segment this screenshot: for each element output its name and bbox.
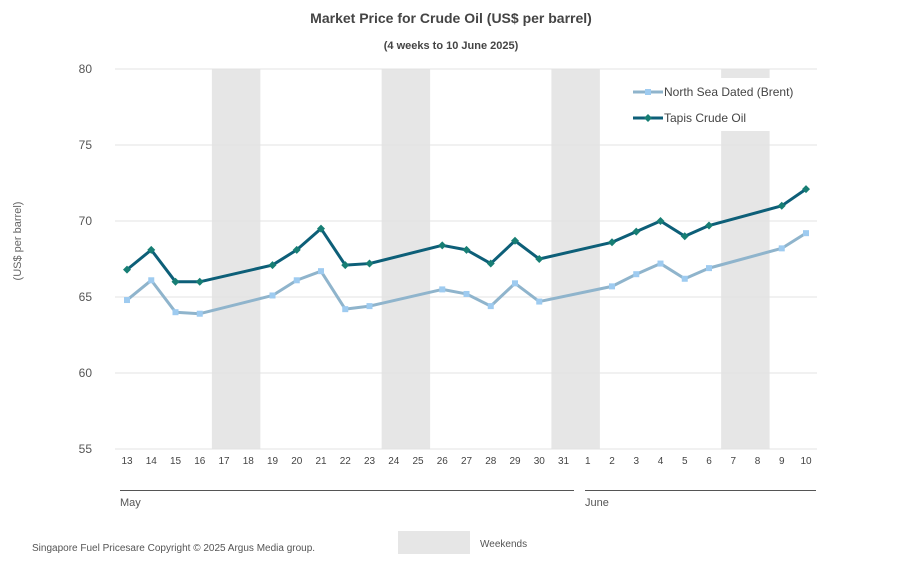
series-point [657, 260, 664, 267]
series-point [608, 238, 616, 247]
series-point [341, 261, 350, 270]
series-point [609, 283, 615, 290]
series-point [778, 245, 785, 252]
y-tick-label: 60 [79, 366, 93, 380]
x-tick-label: 31 [558, 456, 570, 467]
series-point [632, 227, 641, 236]
series-point [342, 306, 349, 313]
copyright-footer: Singapore Fuel Pricesare Copyright © 202… [32, 543, 316, 554]
series-point [148, 277, 155, 284]
series-point [439, 286, 446, 293]
series-point [681, 275, 688, 282]
series-point [803, 230, 809, 237]
series-point [706, 265, 712, 272]
x-tick-label: 14 [146, 456, 158, 467]
series-point [147, 245, 156, 254]
series-point [438, 241, 447, 250]
series-point [777, 201, 786, 210]
x-tick-label: 15 [170, 456, 182, 467]
x-tick-label: 27 [461, 456, 473, 467]
legend-marker-1 [644, 114, 652, 122]
series-point [123, 265, 131, 274]
month-label-june: June [585, 497, 609, 509]
series-point [462, 245, 471, 254]
series-point [656, 217, 665, 225]
x-tick-label: 10 [800, 456, 812, 467]
series-point [535, 255, 544, 263]
x-tick-label: 26 [437, 456, 449, 467]
x-tick-label: 30 [534, 456, 546, 467]
x-tick-label: 28 [485, 456, 497, 467]
y-tick-label: 80 [79, 62, 93, 76]
x-tick-label: 17 [218, 456, 230, 467]
x-tick-label: 20 [291, 456, 303, 467]
x-tick-label: 13 [121, 456, 133, 467]
chart-title: Market Price for Crude Oil (US$ per barr… [310, 10, 592, 26]
weekend-legend-swatch [398, 531, 470, 554]
x-tick-label: 24 [388, 456, 400, 467]
series-point [486, 259, 495, 268]
series-point [366, 303, 373, 310]
series-point [196, 310, 203, 317]
weekend-band [551, 69, 600, 449]
series-point [487, 303, 494, 310]
series-point [292, 245, 301, 254]
x-tick-label: 18 [243, 456, 255, 467]
x-tick-label: 21 [315, 456, 327, 467]
x-tick-label: 4 [658, 456, 664, 467]
x-tick-label: 7 [730, 456, 736, 467]
y-tick-label: 65 [79, 290, 93, 304]
x-tick-label: 22 [340, 456, 352, 467]
series-point [171, 277, 180, 286]
legend-marker-0 [645, 89, 651, 95]
series-point [536, 298, 543, 305]
series-point [293, 277, 300, 284]
series-point [705, 221, 713, 230]
series-point [318, 268, 324, 275]
series-point [195, 277, 204, 286]
series-point [268, 261, 277, 270]
x-tick-label: 23 [364, 456, 376, 467]
x-tick-label: 19 [267, 456, 279, 467]
x-tick-label: 25 [412, 456, 424, 467]
weekend-band [721, 69, 770, 78]
x-tick-label: 6 [706, 456, 712, 467]
x-tick-label: 29 [509, 456, 521, 467]
series-point [633, 271, 640, 278]
x-tick-label: 2 [609, 456, 615, 467]
weekend-band [211, 69, 261, 449]
series-point [463, 290, 470, 297]
series-point [802, 185, 810, 194]
x-tick-label: 1 [585, 456, 591, 467]
weekend-band [721, 131, 770, 449]
y-tick-label: 70 [79, 214, 93, 228]
series-point [124, 297, 130, 304]
month-label-may: May [120, 497, 141, 509]
x-tick-label: 9 [779, 456, 785, 467]
x-tick-label: 3 [633, 456, 639, 467]
series-point [365, 259, 374, 268]
x-tick-label: 5 [682, 456, 688, 467]
x-tick-label: 16 [194, 456, 206, 467]
y-tick-label: 55 [79, 442, 93, 456]
y-tick-label: 75 [79, 138, 93, 152]
series-point [512, 280, 518, 287]
weekend-legend-label: Weekends [480, 539, 528, 550]
legend-label-0: North Sea Dated (Brent) [664, 85, 793, 99]
series-point [172, 309, 179, 316]
series-point [317, 224, 325, 233]
chart-subtitle: (4 weeks to 10 June 2025) [383, 40, 519, 52]
x-tick-label: 8 [755, 456, 761, 467]
series-point [680, 232, 689, 241]
legend-label-1: Tapis Crude Oil [664, 111, 746, 125]
series-point [269, 292, 276, 299]
series-point [511, 236, 519, 245]
